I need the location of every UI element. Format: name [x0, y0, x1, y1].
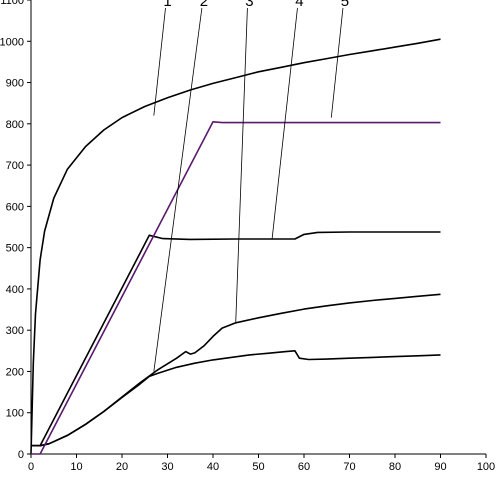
series-layer — [30, 38, 441, 455]
y-tick-label: 1000 — [0, 36, 24, 48]
axes — [30, 0, 486, 455]
x-tick-label: 40 — [207, 461, 219, 473]
y-tick-label: 300 — [6, 325, 24, 337]
series-line-1 — [30, 38, 441, 455]
y-tick-label: 400 — [6, 284, 24, 296]
series-leader-1 — [153, 7, 166, 116]
y-tick-label: 700 — [6, 160, 24, 172]
x-tick-label: 50 — [252, 461, 264, 473]
series-label-2: 2 — [200, 0, 208, 10]
y-tick-label: 800 — [6, 119, 24, 131]
y-tick-label: 500 — [6, 243, 24, 255]
x-tick-label: 10 — [70, 461, 82, 473]
series-line-4 — [31, 231, 441, 447]
series-label-4: 4 — [295, 0, 303, 10]
x-tick-label: 60 — [298, 461, 310, 473]
x-tick-label: 70 — [343, 461, 355, 473]
series-label-1: 1 — [163, 0, 171, 10]
x-tick-label: 20 — [116, 461, 128, 473]
y-tick-label: 1100 — [0, 0, 24, 7]
x-tick-label: 90 — [434, 461, 446, 473]
x-tick-label: 80 — [389, 461, 401, 473]
ticks: 0 10 20 30 40 50 60 70 80 90 100010020030040050060… — [0, 0, 495, 473]
x-tick-label: 100 — [477, 461, 495, 473]
series-leader-2 — [153, 7, 203, 372]
y-tick-label: 0 — [18, 449, 24, 461]
series-line-2 — [31, 350, 441, 447]
series-label-3: 3 — [245, 0, 253, 10]
x-tick-label: 0 — [28, 461, 34, 473]
y-tick-label: 600 — [6, 201, 24, 213]
curve-labels: 1 2 3 4 5 — [153, 0, 349, 372]
y-tick-label: 900 — [6, 78, 24, 90]
series-leader-5 — [330, 7, 344, 118]
y-tick-label: 100 — [6, 408, 24, 420]
y-tick-label: 200 — [6, 366, 24, 378]
series-label-5: 5 — [341, 0, 349, 10]
series-leader-4 — [271, 7, 298, 239]
series-leader-3 — [235, 7, 248, 322]
x-tick-label: 30 — [161, 461, 173, 473]
series-line-3 — [31, 293, 441, 447]
series-line-5 — [31, 121, 441, 455]
